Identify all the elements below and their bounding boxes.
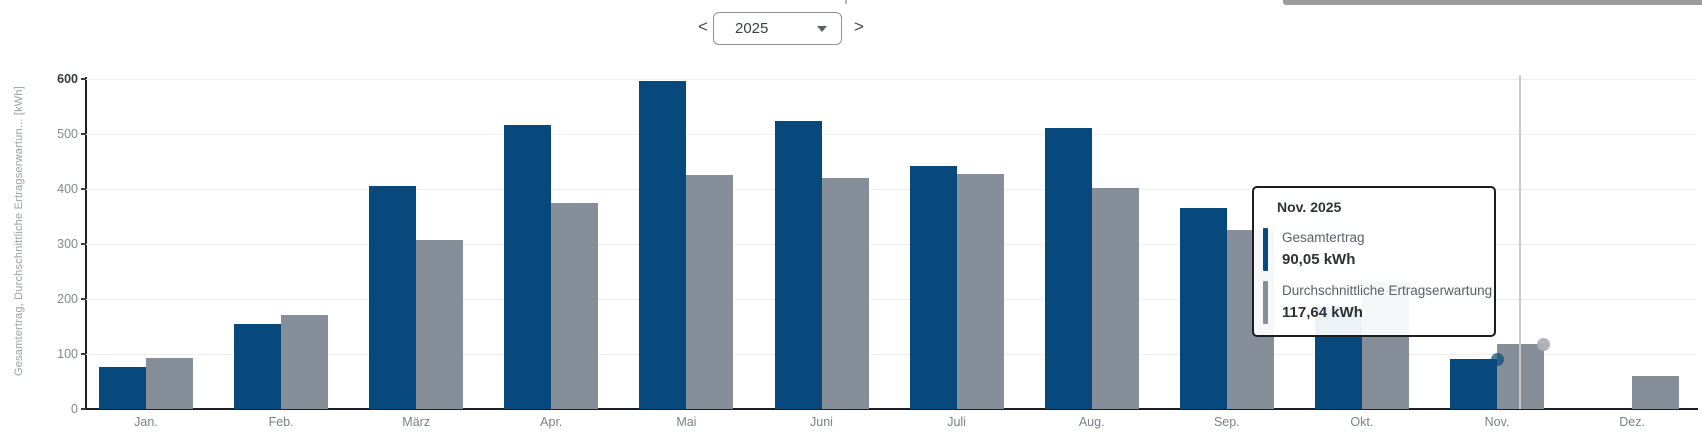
x-axis-label: Okt. bbox=[1350, 415, 1374, 429]
y-tick-mark bbox=[81, 188, 86, 190]
bar-ertragserwartung-Feb[interactable] bbox=[281, 314, 329, 409]
bar-gesamtertrag-Juli[interactable] bbox=[909, 165, 957, 409]
hover-dot-ertragserwartung bbox=[1537, 338, 1550, 351]
x-axis-label: Dez. bbox=[1619, 415, 1645, 429]
gridline bbox=[86, 133, 1696, 135]
x-axis-label: Juni bbox=[810, 415, 833, 429]
previous-year-button[interactable]: < bbox=[692, 14, 714, 40]
gridline bbox=[86, 188, 1696, 190]
x-axis-label: Sep. bbox=[1213, 415, 1240, 429]
gridline bbox=[86, 353, 1696, 355]
hover-crosshair-line bbox=[1519, 75, 1521, 409]
tooltip-series-label: Gesamtertrag bbox=[1282, 230, 1365, 245]
cutoff-panel-edge bbox=[1283, 0, 1702, 5]
y-axis-title: Gesamtertrag, Durchschnittliche Ertragse… bbox=[13, 86, 25, 376]
x-axis-label: Feb. bbox=[268, 415, 294, 429]
y-tick-label: 500 bbox=[57, 127, 78, 141]
x-axis-label: Juli bbox=[947, 415, 966, 429]
y-tick-mark bbox=[81, 353, 86, 355]
tooltip-row-gesamtertrag: Gesamtertrag 90,05 kWh bbox=[1263, 228, 1484, 271]
chevron-left-icon: < bbox=[698, 17, 708, 36]
y-tick-mark bbox=[81, 243, 86, 245]
bar-ertragserwartung-Juli[interactable] bbox=[956, 174, 1004, 409]
bar-ertragserwartung-März[interactable] bbox=[416, 240, 464, 409]
hover-dot-gesamtertrag bbox=[1491, 353, 1504, 366]
y-tick-label: 200 bbox=[57, 292, 78, 306]
tooltip-title: Nov. 2025 bbox=[1277, 199, 1342, 215]
tooltip-series-value: 90,05 kWh bbox=[1282, 251, 1356, 268]
year-dropdown[interactable]: 2025 bbox=[713, 12, 842, 45]
y-tick-mark bbox=[81, 78, 86, 80]
bar-gesamtertrag-Sep[interactable] bbox=[1179, 207, 1227, 409]
y-axis-line bbox=[85, 77, 87, 409]
next-year-button[interactable]: > bbox=[848, 14, 870, 40]
series-marker-ertragserwartung bbox=[1263, 281, 1268, 324]
bar-gesamtertrag-März[interactable] bbox=[369, 186, 417, 409]
bar-ertragserwartung-Aug[interactable] bbox=[1091, 187, 1139, 409]
x-axis-label: Mai bbox=[676, 415, 697, 429]
bar-ertragserwartung-Jan[interactable] bbox=[146, 357, 193, 409]
y-tick-label: 600 bbox=[57, 72, 78, 86]
y-tick-mark bbox=[81, 133, 86, 135]
tooltip-series-label: Durchschnittliche Ertragserwartung bbox=[1282, 283, 1493, 298]
bar-ertragserwartung-Mai[interactable] bbox=[686, 174, 734, 409]
y-tick-label: 300 bbox=[57, 237, 78, 251]
bar-gesamtertrag-Apr[interactable] bbox=[504, 124, 552, 409]
y-tick-label: 100 bbox=[57, 347, 78, 361]
chart-tooltip: Nov. 2025 Gesamtertrag 90,05 kWh Durchsc… bbox=[1252, 186, 1496, 337]
x-axis-label: Nov. bbox=[1484, 415, 1510, 429]
gridline bbox=[86, 243, 1696, 245]
x-axis-line bbox=[85, 408, 1698, 410]
bar-gesamtertrag-Jan[interactable] bbox=[99, 367, 146, 409]
bar-ertragserwartung-Dez[interactable] bbox=[1632, 376, 1680, 409]
bar-gesamtertrag-Aug[interactable] bbox=[1044, 127, 1092, 409]
y-tick-mark bbox=[81, 298, 86, 300]
x-axis-label: Jan. bbox=[134, 415, 158, 429]
bar-gesamtertrag-Juni[interactable] bbox=[774, 120, 822, 409]
gridline bbox=[86, 78, 1696, 80]
year-dropdown-value: 2025 bbox=[735, 20, 769, 37]
y-tick-mark bbox=[81, 408, 86, 410]
bar-ertragserwartung-Apr[interactable] bbox=[551, 202, 599, 409]
y-tick-label: 0 bbox=[71, 402, 78, 416]
y-tick-label: 400 bbox=[57, 182, 78, 196]
bar-gesamtertrag-Feb[interactable] bbox=[234, 323, 282, 409]
x-axis-label: Apr. bbox=[540, 415, 563, 429]
series-marker-gesamtertrag bbox=[1263, 228, 1268, 271]
cutoff-element-tick bbox=[845, 0, 847, 4]
x-axis-label: Aug. bbox=[1078, 415, 1105, 429]
tooltip-row-ertragserwartung: Durchschnittliche Ertragserwartung 117,6… bbox=[1263, 281, 1492, 324]
bar-gesamtertrag-Nov[interactable] bbox=[1450, 359, 1497, 409]
bar-ertragserwartung-Juni[interactable] bbox=[821, 178, 869, 409]
x-axis-label: März bbox=[402, 415, 431, 429]
chevron-down-icon bbox=[817, 25, 827, 32]
bar-gesamtertrag-Mai[interactable] bbox=[639, 80, 687, 409]
tooltip-series-value: 117,64 kWh bbox=[1282, 304, 1363, 321]
chevron-right-icon: > bbox=[854, 17, 864, 36]
gridline bbox=[86, 298, 1696, 300]
